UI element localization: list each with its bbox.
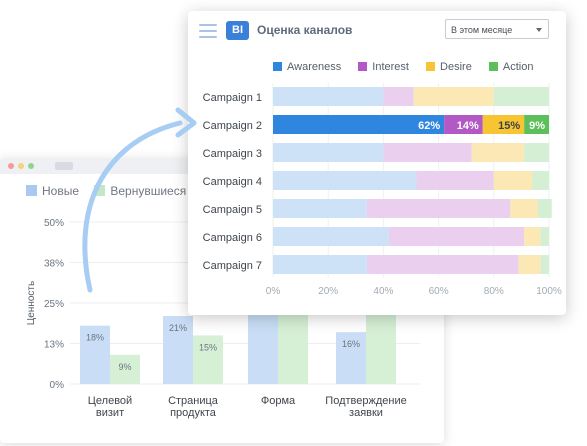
- legend-item-new[interactable]: Новые: [26, 184, 79, 198]
- segment-desire: [471, 143, 525, 162]
- segment-interest: [366, 199, 511, 218]
- legend-swatch-awareness: [273, 62, 282, 71]
- legend-swatch-new: [26, 185, 37, 196]
- row-label: Campaign 5: [203, 204, 262, 216]
- legend-swatch-action: [488, 62, 498, 71]
- segment-desire: [518, 255, 541, 274]
- chevron-down-icon: [536, 28, 542, 32]
- x-tick-label: 20%: [318, 286, 338, 297]
- legend-label-awareness: Awareness: [287, 61, 342, 73]
- row-label: Campaign 3: [203, 148, 262, 160]
- segment-interest: [383, 143, 472, 162]
- legend-swatch-desire: [426, 62, 436, 71]
- data-label-returning: 15%: [199, 342, 217, 352]
- legend-item-awareness[interactable]: Awareness: [273, 61, 341, 73]
- y-tick-label: 0%: [50, 380, 65, 391]
- segment-action: [524, 115, 549, 134]
- segment-desire: [510, 199, 538, 218]
- channel-rating-card: BI Оценка каналов В этом месяце Awarenes…: [188, 11, 566, 315]
- segment-awareness: [273, 171, 417, 190]
- segment-desire: [524, 227, 541, 246]
- data-label-returning: 9%: [118, 362, 131, 372]
- segment-awareness: [273, 115, 445, 134]
- data-label-interest: 14%: [457, 120, 479, 132]
- x-category-label: Подтверждение: [325, 395, 406, 407]
- segment-interest: [366, 255, 519, 274]
- segment-interest: [383, 87, 414, 106]
- period-select-value: В этом месяце: [451, 25, 513, 35]
- window-minimize-dot[interactable]: [18, 163, 24, 169]
- y-tick-label: 25%: [44, 299, 64, 310]
- menu-icon[interactable]: [199, 24, 217, 38]
- x-category-label: заявки: [349, 407, 383, 419]
- legend-item-action[interactable]: Action: [488, 61, 534, 73]
- bar-returning: [193, 335, 223, 384]
- x-category-label: продукта: [170, 407, 217, 419]
- y-tick-label: 13%: [44, 340, 64, 351]
- segment-awareness: [273, 87, 384, 106]
- row-label: Campaign 7: [203, 260, 262, 272]
- data-label-new: 16%: [342, 339, 360, 349]
- window-close-dot[interactable]: [8, 163, 14, 169]
- x-category-label: визит: [96, 407, 124, 419]
- segment-desire: [413, 87, 494, 106]
- y-tick-label: 38%: [44, 259, 64, 270]
- segment-action: [537, 199, 552, 218]
- data-label-action: 9%: [529, 120, 545, 132]
- x-tick-label: 0%: [266, 286, 281, 297]
- segment-awareness: [273, 227, 389, 246]
- bar-new: [336, 332, 366, 384]
- x-category-label: Форма: [261, 395, 296, 407]
- legend-label-action: Action: [502, 61, 534, 73]
- x-tick-label: 80%: [484, 286, 504, 297]
- legend-label-desire: Desire: [440, 61, 472, 73]
- stacked-bar-chart: 0% 20% 40% 60% 80% 100% Campaign 1 Campaign 2 62…: [203, 83, 562, 297]
- data-label-new: 18%: [86, 333, 104, 343]
- y-tick-label: 50%: [44, 218, 64, 229]
- segment-action: [493, 87, 549, 106]
- data-label-awareness: 62%: [418, 120, 440, 132]
- bar-new: [163, 315, 193, 384]
- x-tick-label: 100%: [536, 286, 562, 297]
- segment-action: [524, 143, 549, 162]
- bar-returning: [110, 354, 140, 384]
- segment-action: [540, 255, 549, 274]
- channel-legend: Awareness Interest Desire Action: [273, 61, 533, 73]
- bi-logo-icon: BI: [226, 21, 249, 40]
- segment-interest: [444, 115, 483, 134]
- x-tick-label: 60%: [429, 286, 449, 297]
- bar-new: [80, 325, 110, 384]
- x-category-label: Целевой: [88, 395, 132, 407]
- row-label: Campaign 4: [203, 176, 262, 188]
- segment-interest: [388, 227, 525, 246]
- segment-desire: [493, 171, 533, 190]
- data-label-new: 21%: [169, 323, 187, 333]
- segment-awareness: [273, 199, 367, 218]
- segment-awareness: [273, 143, 384, 162]
- period-select[interactable]: В этом месяце: [445, 19, 549, 39]
- x-category-label: Страница: [168, 395, 219, 407]
- row-label: Campaign 6: [203, 232, 262, 244]
- legend-item-interest[interactable]: Interest: [358, 61, 409, 73]
- x-tick-label: 40%: [373, 286, 393, 297]
- y-axis-label: Ценность: [26, 281, 37, 325]
- window-maximize-dot[interactable]: [28, 163, 34, 169]
- window-tab[interactable]: [55, 162, 73, 170]
- legend-label-interest: Interest: [372, 61, 409, 73]
- legend-swatch-interest: [358, 62, 368, 71]
- legend-item-desire[interactable]: Desire: [426, 61, 472, 73]
- segment-awareness: [273, 255, 367, 274]
- row-label: Campaign 1: [203, 92, 262, 104]
- data-label-desire: 15%: [498, 120, 520, 132]
- segment-interest: [416, 171, 494, 190]
- legend-label-new: Новые: [42, 184, 80, 198]
- row-label: Campaign 2: [203, 120, 262, 132]
- segment-action: [540, 227, 549, 246]
- segment-desire: [482, 115, 525, 134]
- card-title: Оценка каналов: [257, 23, 353, 37]
- segment-action: [532, 171, 549, 190]
